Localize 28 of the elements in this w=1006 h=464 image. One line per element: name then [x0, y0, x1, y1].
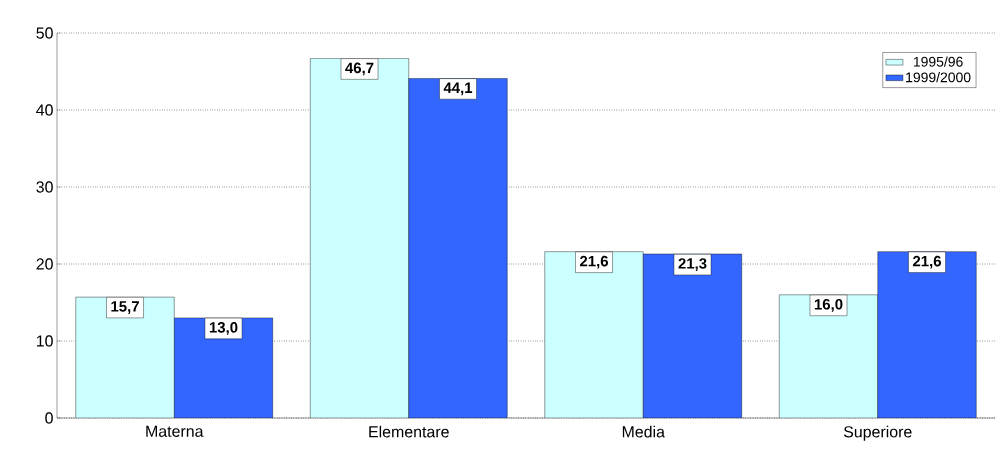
data-label: 21,6	[579, 255, 609, 269]
bar	[408, 78, 508, 418]
legend-label: 1999/2000	[906, 72, 971, 83]
x-tick-label: Superiore	[843, 425, 912, 441]
data-label: 15,7	[111, 301, 139, 314]
y-tick-label: 40	[36, 104, 53, 116]
bar	[310, 58, 409, 418]
bar	[877, 251, 977, 418]
y-tick-label: 0	[45, 412, 53, 424]
x-tick-label: Elementare	[369, 425, 449, 438]
bar	[643, 253, 742, 418]
bar	[544, 251, 644, 418]
y-tick-label: 20	[36, 258, 53, 270]
bar	[779, 294, 878, 418]
y-tick-label: 10	[36, 335, 53, 347]
legend-label: 1995/96	[913, 56, 963, 67]
data-label: 21,6	[912, 255, 941, 269]
data-label: 21,3	[678, 258, 707, 271]
y-tick-label: 30	[36, 181, 53, 193]
y-tick-label: 50	[36, 27, 53, 39]
bar	[75, 297, 175, 418]
data-label: 44,1	[443, 82, 473, 96]
x-tick-label: Materna	[146, 425, 204, 437]
x-tick-label: Media	[622, 425, 665, 438]
bar	[174, 317, 273, 418]
data-label: 16,0	[814, 298, 843, 312]
data-label: 46,7	[345, 62, 374, 76]
data-label: 13,0	[209, 322, 238, 335]
